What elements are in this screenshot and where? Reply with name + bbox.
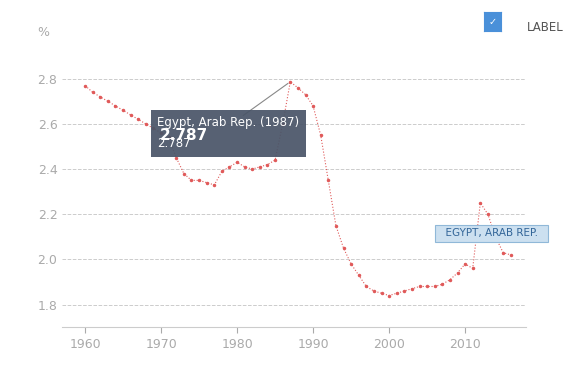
Text: EGYPT, ARAB REP.: EGYPT, ARAB REP. bbox=[438, 228, 544, 238]
Text: LABEL: LABEL bbox=[527, 21, 564, 34]
Text: 2.787: 2.787 bbox=[160, 128, 208, 144]
Text: Egypt, Arab Rep. (1987)
2.787: Egypt, Arab Rep. (1987) 2.787 bbox=[157, 116, 299, 150]
Text: ✓: ✓ bbox=[488, 17, 496, 27]
Text: %: % bbox=[37, 26, 49, 39]
